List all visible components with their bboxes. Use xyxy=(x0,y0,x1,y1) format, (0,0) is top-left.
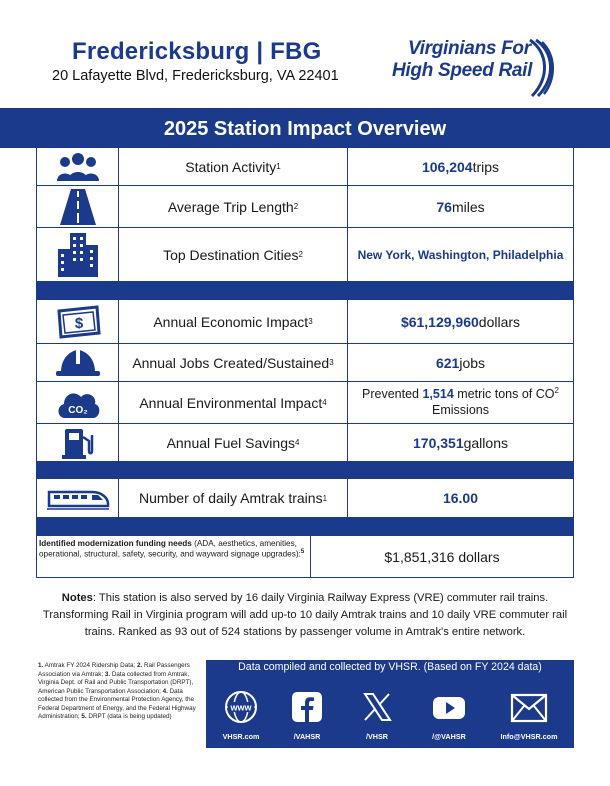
globe-www-icon: www xyxy=(225,691,257,723)
trip-length-row: Average Trip Length 2 76 miles xyxy=(36,186,574,228)
footnotes: 1. Amtrak FY 2024 Ridership Data; 2. Rai… xyxy=(38,662,196,720)
fuel-pump-icon xyxy=(37,424,119,461)
jobs-label: Annual Jobs Created/Sustained 3 xyxy=(119,344,348,381)
x-link[interactable]: /VHSR xyxy=(342,690,412,741)
logo-line-2: High Speed Rail xyxy=(392,60,533,81)
funding-needs-row: Identified modernization funding needs (… xyxy=(36,536,574,578)
logo-line-1: Virginians For xyxy=(408,38,531,59)
fuel-savings-value: 170,351 gallons xyxy=(413,434,508,451)
facebook-icon xyxy=(292,692,322,722)
header: Fredericksburg | FBG 20 Lafayette Blvd, … xyxy=(0,0,610,108)
x-label: /VHSR xyxy=(366,732,388,741)
footer-caption: Data compiled and collected by VHSR. (Ba… xyxy=(238,661,542,673)
website-label: VHSR.com xyxy=(222,732,260,741)
train-icon xyxy=(37,479,119,517)
email-icon xyxy=(510,693,548,723)
x-icon xyxy=(363,693,392,721)
trip-length-label: Average Trip Length 2 xyxy=(119,186,348,227)
co2-cloud-icon: CO₂ xyxy=(37,382,119,423)
website-link[interactable]: www VHSR.com xyxy=(206,690,276,741)
svg-text:www: www xyxy=(229,703,252,713)
email-label: Info@VHSR.com xyxy=(500,732,558,741)
fuel-savings-label: Annual Fuel Savings 4 xyxy=(119,424,348,461)
road-icon xyxy=(37,186,119,227)
jobs-row: Annual Jobs Created/Sustained 3 621 jobs xyxy=(36,344,574,382)
station-activity-row: Station Activity 1 106,204 trips xyxy=(36,148,574,186)
economic-impact-label: Annual Economic Impact 3 xyxy=(119,300,348,343)
funding-needs-value: $1,851,316 dollars xyxy=(384,548,500,565)
section-divider-2 xyxy=(36,461,574,479)
logo-swoosh-icon xyxy=(529,38,554,98)
svg-text:CO₂: CO₂ xyxy=(68,405,87,416)
economic-impact-row: $ Annual Economic Impact 3 $61,129,960 do… xyxy=(36,300,574,344)
overview-banner: 2025 Station Impact Overview xyxy=(0,108,610,148)
svg-text:$: $ xyxy=(74,315,83,332)
notes: Notes: This station is also served by 16… xyxy=(42,592,568,638)
station-name: Fredericksburg | FBG xyxy=(72,38,322,65)
destinations-value: New York, Washington, Philadelphia xyxy=(357,247,564,262)
economic-impact-value: $61,129,960 dollars xyxy=(400,313,521,330)
environmental-impact-label: Annual Environmental Impact 4 xyxy=(119,382,348,423)
youtube-icon xyxy=(433,697,465,719)
station-activity-label: Station Activity 1 xyxy=(119,148,348,185)
daily-trains-row: Number of daily Amtrak trains 1 16.00 xyxy=(36,479,574,518)
funding-needs-label: Identified modernization funding needs (… xyxy=(37,536,311,577)
dollar-bill-icon: $ xyxy=(37,300,119,343)
buildings-icon xyxy=(37,228,119,281)
facebook-link[interactable]: /VAHSR xyxy=(272,690,342,741)
station-activity-value: 106,204 trips xyxy=(421,158,500,175)
people-icon xyxy=(37,148,119,185)
email-link[interactable]: Info@VHSR.com xyxy=(494,690,564,741)
section-divider-3 xyxy=(36,518,574,536)
trip-length-value: 76 miles xyxy=(436,198,485,215)
environmental-impact-value: Prevented 1,514 metric tons of CO2 Emiss… xyxy=(362,386,559,418)
daily-trains-label: Number of daily Amtrak trains 1 xyxy=(119,479,348,517)
destinations-row: Top Destination Cities 2 New York, Washin… xyxy=(36,228,574,282)
vhsr-logo: Virginians For High Speed Rail xyxy=(386,38,556,102)
youtube-link[interactable]: /@VAHSR xyxy=(414,690,484,741)
daily-trains-value: 16.00 xyxy=(442,490,479,506)
fuel-savings-row: Annual Fuel Savings 4 170,351 gallons xyxy=(36,424,574,462)
footer: Data compiled and collected by VHSR. (Ba… xyxy=(206,660,574,748)
destinations-label: Top Destination Cities 2 xyxy=(119,228,348,281)
section-divider xyxy=(36,282,574,300)
station-address: 20 Lafayette Blvd, Fredericksburg, VA 22… xyxy=(52,68,339,84)
hard-hat-icon xyxy=(37,344,119,381)
youtube-label: /@VAHSR xyxy=(432,732,466,741)
facebook-label: /VAHSR xyxy=(293,732,321,741)
environmental-impact-row: CO₂ Annual Environmental Impact 4 Prevent… xyxy=(36,382,574,424)
jobs-value: 621 jobs xyxy=(435,354,486,371)
